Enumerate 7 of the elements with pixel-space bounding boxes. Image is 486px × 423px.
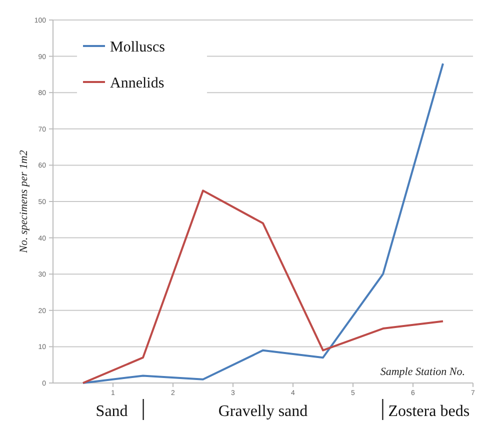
- legend-label: Molluscs: [110, 39, 166, 56]
- text: Sand: [96, 403, 128, 420]
- text: Gravelly sand: [218, 403, 308, 420]
- text: Zostera beds: [388, 403, 470, 420]
- y-axis-title: No. specimens per 1m2: [18, 150, 30, 254]
- legend-label: Annelids: [110, 75, 164, 92]
- x-axis-title: Sample Station No.: [380, 366, 465, 378]
